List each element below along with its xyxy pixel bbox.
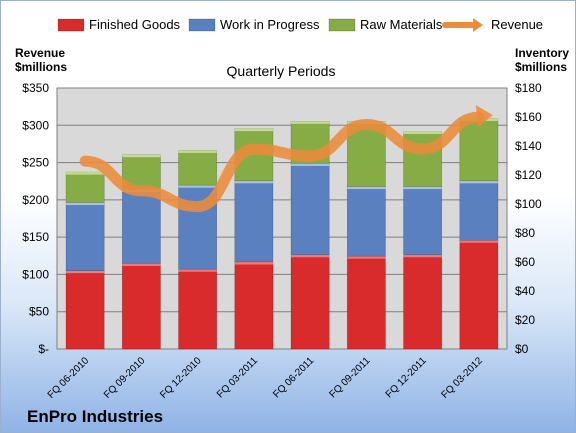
right-tick-label: $60 — [515, 255, 535, 269]
bar-raw-materials-highlight — [291, 121, 330, 124]
bar-work-in-progress-highlight — [234, 180, 273, 184]
legend-label: Work in Progress — [220, 17, 320, 32]
bar-work-in-progress — [403, 186, 443, 256]
bar-finished-goods — [459, 239, 499, 350]
x-tick-label: FQ 12-2011 — [384, 355, 429, 400]
legend-label: Finished Goods — [89, 17, 181, 32]
x-tick-label: FQ 06-2010 — [46, 355, 92, 401]
bar-finished-goods-highlight — [234, 262, 273, 265]
legend-swatch — [57, 18, 85, 32]
bar-finished-goods — [65, 270, 105, 350]
right-tick-label: $140 — [515, 139, 542, 153]
left-tick-label: $100 — [22, 267, 49, 281]
bar-work-in-progress-highlight — [66, 202, 105, 206]
right-tick-label: $180 — [515, 81, 542, 95]
right-tick-label: $120 — [515, 168, 542, 182]
legend-label: Revenue — [491, 17, 543, 32]
bar-finished-goods-highlight — [459, 240, 498, 243]
x-tick-label: FQ 06-2011 — [271, 355, 316, 400]
bar-finished-goods — [178, 268, 218, 350]
bar-work-in-progress — [346, 186, 386, 257]
bar-work-in-progress-highlight — [347, 186, 386, 190]
revenue-line — [79, 111, 485, 213]
company-name: EnPro Industries — [27, 407, 163, 426]
bar-work-in-progress — [65, 202, 105, 272]
right-tick-label: $20 — [515, 313, 535, 327]
left-tick-label: $300 — [22, 118, 49, 132]
bar-raw-materials-highlight — [234, 128, 273, 132]
bar-raw-materials-highlight — [403, 131, 442, 134]
bar-finished-goods-highlight — [66, 270, 105, 274]
bar-work-in-progress-highlight — [291, 163, 330, 166]
bar-work-in-progress-highlight — [459, 180, 498, 184]
revenue-arrowhead — [475, 105, 493, 128]
bar-raw-materials — [178, 150, 218, 186]
left-tick-label: $- — [38, 342, 49, 356]
revenue-line-group — [79, 105, 493, 213]
bar-work-in-progress — [459, 180, 499, 241]
bar-finished-goods — [346, 255, 386, 350]
left-tick-label: $250 — [22, 156, 49, 170]
left-tick-label: $50 — [29, 305, 49, 319]
right-tick-label: $160 — [515, 110, 542, 124]
left-tick-label: $350 — [22, 81, 49, 95]
bar-raw-materials-highlight — [178, 150, 217, 153]
bar-raw-materials — [459, 118, 499, 182]
bar-work-in-progress — [121, 189, 161, 264]
right-tick-label: $40 — [515, 284, 535, 298]
legend-swatch — [188, 18, 216, 32]
bar-work-in-progress-highlight — [178, 185, 217, 188]
bar-raw-materials — [65, 171, 105, 203]
right-tick-label: $80 — [515, 226, 535, 240]
bar-finished-goods-highlight — [347, 256, 386, 259]
bar-work-in-progress — [234, 180, 274, 263]
bar-finished-goods-highlight — [291, 254, 330, 258]
right-axis-unit: $millions — [515, 60, 567, 74]
legend: Finished Goods Work in Progress Raw Materi… — [57, 17, 543, 32]
left-tick-label: $200 — [22, 193, 49, 207]
bar-finished-goods-highlight — [178, 269, 217, 272]
right-axis-label: Inventory — [515, 46, 569, 60]
left-tick-label: $150 — [22, 230, 49, 244]
x-tick-label: FQ 09-2011 — [328, 355, 373, 400]
left-axis-unit: $millions — [15, 60, 67, 74]
x-tick-label: FQ 12-2010 — [158, 355, 204, 401]
right-tick-label: $100 — [515, 197, 542, 211]
chart-title: Quarterly Periods — [227, 63, 336, 79]
x-tick-label: FQ 09-2010 — [102, 355, 148, 401]
x-tick-label: FQ 03-2011 — [215, 355, 260, 400]
bar-work-in-progress-highlight — [403, 186, 442, 190]
bar-finished-goods-highlight — [122, 263, 161, 266]
bar-work-in-progress — [290, 163, 330, 256]
bar-finished-goods-highlight — [403, 254, 442, 258]
legend-arrow-revenue — [473, 18, 483, 32]
left-axis-label: Revenue — [15, 46, 65, 60]
legend-label: Raw Materials — [360, 17, 443, 32]
legend-swatch — [328, 18, 356, 32]
bar-finished-goods — [403, 254, 443, 350]
bar-finished-goods — [121, 263, 161, 350]
x-tick-label: FQ 03-2012 — [439, 355, 485, 401]
right-tick-label: $0 — [515, 342, 529, 356]
bar-raw-materials-highlight — [66, 172, 105, 175]
bar-raw-materials-highlight — [122, 154, 161, 158]
bar-finished-goods — [290, 254, 330, 350]
bar-finished-goods — [234, 261, 274, 350]
